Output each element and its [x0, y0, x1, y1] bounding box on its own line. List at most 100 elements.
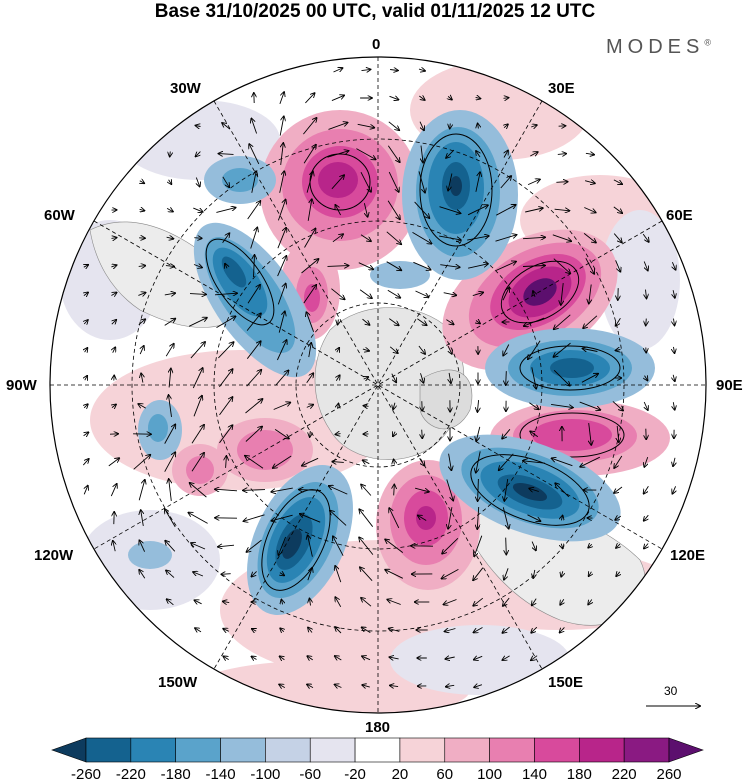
wind-vector — [530, 431, 539, 438]
wind-vector — [327, 151, 349, 158]
wind-vector — [84, 432, 89, 435]
wind-vector — [421, 145, 423, 163]
wind-vector — [335, 566, 342, 583]
wind-vector — [644, 514, 649, 521]
wind-vector — [84, 486, 88, 495]
colorbar-tick-label: 60 — [436, 766, 454, 783]
wind-vector — [166, 237, 174, 239]
wind-vector — [613, 179, 622, 184]
wind-vector — [194, 600, 202, 604]
wind-vector — [503, 597, 510, 606]
wind-vector — [524, 317, 545, 326]
wind-vector — [138, 480, 145, 501]
colorbar-swatch — [354, 737, 401, 763]
wind-vector — [361, 598, 372, 607]
wind-vector — [394, 485, 395, 496]
colorbar-tick-label: -220 — [115, 766, 146, 783]
wind-vector — [165, 266, 174, 267]
wind-vector — [335, 685, 342, 688]
wind-vector — [554, 314, 571, 329]
wind-vector — [170, 151, 171, 157]
wind-vector — [476, 321, 480, 324]
wind-vector — [554, 209, 570, 211]
wind-vector — [412, 232, 432, 243]
wind-vector — [674, 318, 675, 326]
lon-label-120w: 120W — [34, 547, 74, 564]
lon-label-150w: 150W — [158, 674, 198, 691]
wind-vector — [247, 539, 262, 552]
wind-vector — [448, 345, 452, 354]
wind-vector — [243, 490, 266, 491]
wind-vector — [196, 151, 201, 157]
wind-vector — [245, 427, 262, 442]
wind-vector — [307, 199, 312, 221]
wind-vector — [140, 346, 144, 355]
wind-vector — [672, 262, 675, 270]
colorbar-swatch — [130, 737, 176, 763]
wind-vector — [332, 462, 344, 463]
wind-vector — [532, 541, 536, 551]
wind-vector — [358, 262, 373, 270]
wind-vector — [439, 235, 461, 240]
wind-vector — [84, 292, 88, 295]
wind-vector — [421, 373, 424, 383]
wind-vector — [250, 228, 258, 249]
wind-vector — [414, 201, 430, 218]
wind-vectors — [83, 68, 675, 688]
wind-vector — [504, 568, 509, 579]
colorbar — [51, 737, 704, 763]
wind-vector — [310, 431, 311, 437]
wind-vector — [246, 370, 262, 387]
wind-vector — [254, 255, 255, 278]
lon-label-30e: 30E — [548, 80, 575, 97]
wind-vector — [222, 123, 231, 130]
wind-vector — [189, 294, 206, 295]
reference-vector-label: 30 — [664, 684, 678, 698]
wind-vector — [613, 206, 622, 213]
wind-vector — [251, 571, 257, 576]
wind-vector — [280, 656, 285, 659]
wind-vector — [359, 537, 374, 555]
wind-vector — [164, 424, 176, 444]
colorbar-tick-label: 100 — [477, 766, 503, 783]
wind-vector — [419, 96, 424, 100]
wind-vector — [387, 289, 400, 298]
wind-vector — [614, 455, 623, 468]
colorbar-swatch — [265, 737, 311, 763]
wind-vector — [445, 657, 455, 659]
wind-vector — [308, 535, 313, 557]
wind-vector — [387, 600, 401, 605]
wind-vector — [385, 570, 403, 579]
wind-vector — [495, 235, 517, 242]
wind-vector — [85, 348, 88, 352]
wind-vector — [225, 264, 227, 269]
wind-vector — [364, 377, 369, 379]
wind-vector — [531, 125, 537, 127]
wind-vector — [223, 656, 229, 659]
wind-vector — [476, 426, 481, 441]
wind-vector — [443, 293, 457, 296]
wind-vector — [165, 509, 176, 528]
wind-vector — [215, 489, 238, 491]
wind-vector — [252, 629, 256, 631]
wind-vector — [245, 399, 263, 414]
wind-vector — [188, 318, 207, 327]
wind-vector — [389, 629, 400, 632]
wind-vector — [111, 238, 117, 239]
wind-vector — [303, 118, 316, 135]
wind-vector — [476, 451, 481, 472]
wind-vector — [278, 536, 287, 555]
wind-vector — [385, 539, 404, 553]
colorbar-tick-label: -180 — [160, 766, 191, 783]
wind-vector — [527, 179, 540, 186]
wind-vector — [589, 423, 592, 445]
wind-vector — [164, 319, 176, 326]
wind-vector — [388, 171, 399, 192]
wind-vector — [333, 68, 343, 73]
map-boundary — [49, 56, 707, 714]
wind-vector — [389, 96, 399, 99]
wind-vector — [673, 374, 675, 381]
wind-vector — [446, 685, 455, 686]
wind-vector — [357, 123, 375, 127]
wind-vector — [474, 685, 483, 688]
